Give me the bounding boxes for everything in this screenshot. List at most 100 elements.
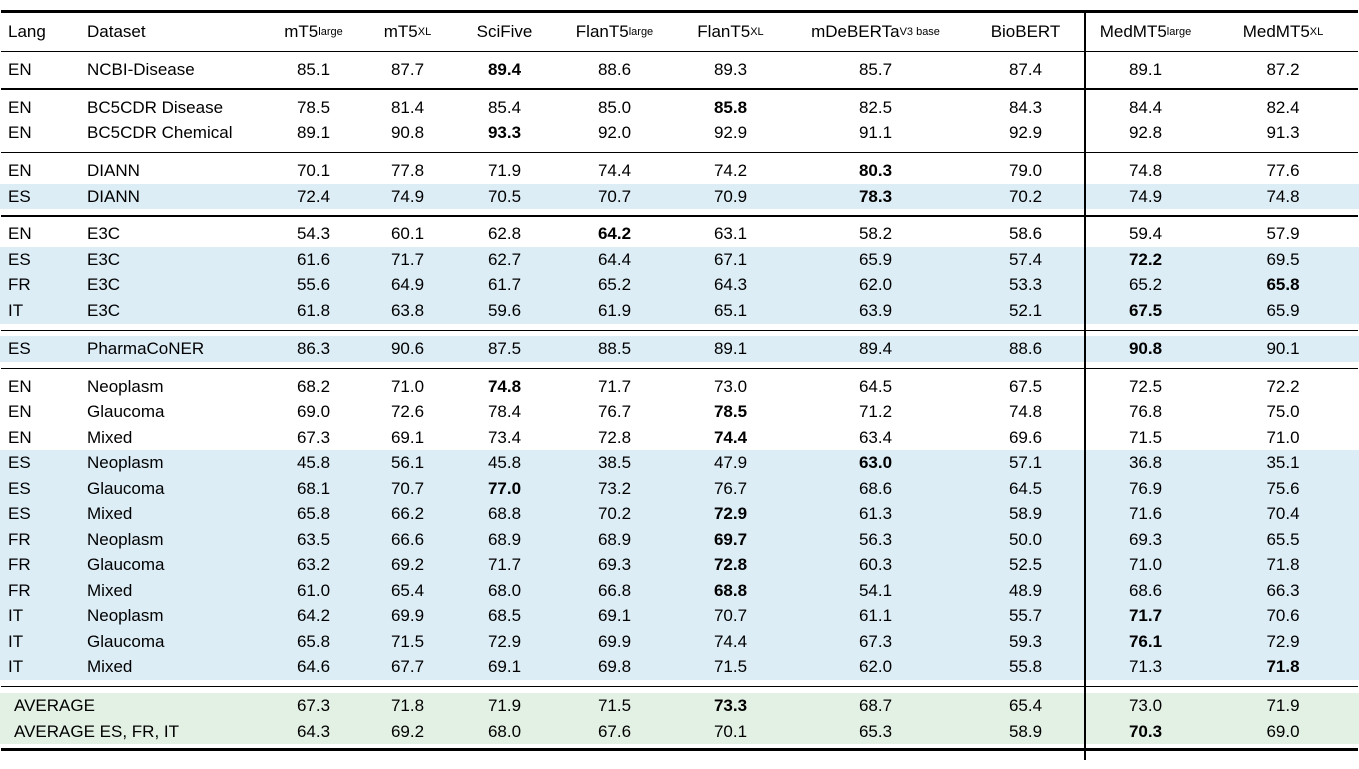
lang-cell: IT [0,654,74,680]
value-cell: 90.8 [390,123,425,143]
value-cell: 71.0 [1084,552,1200,578]
table-row: FR Neoplasm 63.5 66.6 68.9 68.9 69.7 56.3 50.0 69… [0,526,1359,553]
lang-cell: FR [0,272,74,299]
value-cell: 53.3 [960,272,1084,299]
value-cell: 54.3 [296,224,331,244]
value-cell: 62.0 [784,272,960,299]
value-cell: 65.5 [1200,526,1359,553]
results-table: Lang Dataset mT5 large mT5 XL SciFive FlanT5 lar… [0,10,1359,760]
value-cell: 71.8 [358,693,450,719]
value-cell: 52.1 [960,298,1084,324]
value-cell: 89.3 [713,59,748,79]
table-rule [1,88,1358,90]
value-cell: 85.4 [487,97,522,117]
value-cell: 60.3 [784,552,960,578]
value-cell: 85.0 [597,97,632,117]
value-cell: 71.7 [597,376,632,396]
value-cell: 64.2 [262,603,358,629]
value-cell: 71.7 [450,552,552,578]
table-row: IT E3C 61.8 63.8 59.6 61.9 65.1 63.9 52.1 67.5 65.… [0,298,1359,324]
lang-cell: EN [8,224,32,244]
lang-cell: EN [8,402,32,422]
table-section: EN E3C 54.3 60.1 62.8 64.2 63.1 58.2 58.6 59.4 57.… [0,217,1359,330]
value-cell: 67.3 [784,628,960,655]
value-cell: 90.6 [358,336,450,362]
dataset-cell: NCBI-Disease [87,59,195,79]
value-cell: 86.3 [262,336,358,362]
value-cell: 67.1 [670,247,784,273]
value-cell: 71.7 [358,247,450,273]
value-cell: 67.3 [296,427,331,447]
value-cell: 71.8 [1200,552,1359,578]
header-label: FlanT5 [575,21,629,41]
value-cell: 70.9 [670,183,784,210]
value-cell: 76.7 [597,402,632,422]
header-label: MedMT5 [1099,21,1167,41]
value-cell: 68.8 [670,577,784,604]
value-cell: 72.9 [670,501,784,527]
value-cell: 50.0 [960,526,1084,553]
table-row: EN DIANN 70.1 77.8 71.9 74.4 74.2 80.3 79.0 74.8 7… [0,158,1359,184]
value-cell: 71.9 [487,161,522,181]
value-cell: 69.1 [390,427,425,447]
table-header-row: Lang Dataset mT5 large mT5 XL SciFive FlanT5 lar… [0,13,1359,51]
value-cell: 74.4 [670,628,784,655]
value-cell: 45.8 [262,450,358,476]
value-cell: 72.8 [670,552,784,578]
value-cell: 64.4 [552,247,670,273]
value-cell: 81.4 [390,97,425,117]
value-cell: 78.5 [296,97,331,117]
value-cell: 74.8 [1200,183,1359,210]
dataset-cell: DIANN [74,183,262,210]
header-cell-biobert: BioBERT [960,13,1084,51]
header-label: mT5 [284,21,319,41]
dataset-cell: BC5CDR Chemical [87,123,233,143]
value-cell: 57.9 [1266,224,1300,244]
value-cell: 76.8 [1128,402,1163,422]
dataset-cell: Glaucoma [74,475,262,502]
dataset-cell: Neoplasm [74,526,262,553]
value-cell: 68.6 [1084,577,1200,604]
table-rule [1,50,1358,52]
value-cell: 66.2 [358,501,450,527]
dataset-cell: Neoplasm [74,603,262,629]
table-row: ES Mixed 65.8 66.2 68.8 70.2 72.9 61.3 58.9 71.6 7… [0,501,1359,527]
lang-cell: FR [0,577,74,604]
value-cell: 64.2 [597,224,632,244]
column-divider-line [1084,13,1086,760]
value-cell: 70.7 [552,183,670,210]
header-label: FlanT5 [697,21,751,41]
value-cell: 70.2 [552,501,670,527]
value-cell: 90.8 [1084,336,1200,362]
header-cell-flant5: FlanT5 large [575,21,654,41]
lang-cell: ES [0,450,74,476]
value-cell: 78.5 [713,402,748,422]
value-cell: 92.0 [597,123,632,143]
value-cell: 61.3 [784,501,960,527]
dataset-cell: Glaucoma [74,552,262,578]
value-cell: 71.0 [390,376,425,396]
dataset-cell: Mixed [87,427,133,447]
value-cell: 62.8 [487,224,522,244]
value-cell: 73.0 [713,376,748,396]
dataset-cell: Mixed [74,577,262,604]
value-cell: 64.5 [960,475,1084,502]
table-row: IT Neoplasm 64.2 69.9 68.5 69.1 70.7 61.1 55.7 71… [0,603,1359,629]
value-cell: 64.5 [858,376,893,396]
value-cell: 69.6 [1008,427,1043,447]
value-cell: 87.7 [390,59,425,79]
value-cell: 64.3 [262,718,358,745]
dataset-cell: DIANN [87,161,140,181]
value-cell: 89.1 [1128,59,1163,79]
lang-cell: EN [8,376,32,396]
dataset-cell: Neoplasm [87,376,164,396]
header-cell-medmt5: MedMT5 large [1099,21,1192,41]
value-cell: 63.5 [262,526,358,553]
value-cell: 76.1 [1084,628,1200,655]
value-cell: 82.4 [1266,97,1300,117]
value-cell: 68.1 [262,475,358,502]
header-cell-mt5: mT5 XL [383,21,432,41]
value-cell: 73.2 [552,475,670,502]
value-cell: 72.2 [1266,376,1300,396]
value-cell: 70.1 [296,161,331,181]
